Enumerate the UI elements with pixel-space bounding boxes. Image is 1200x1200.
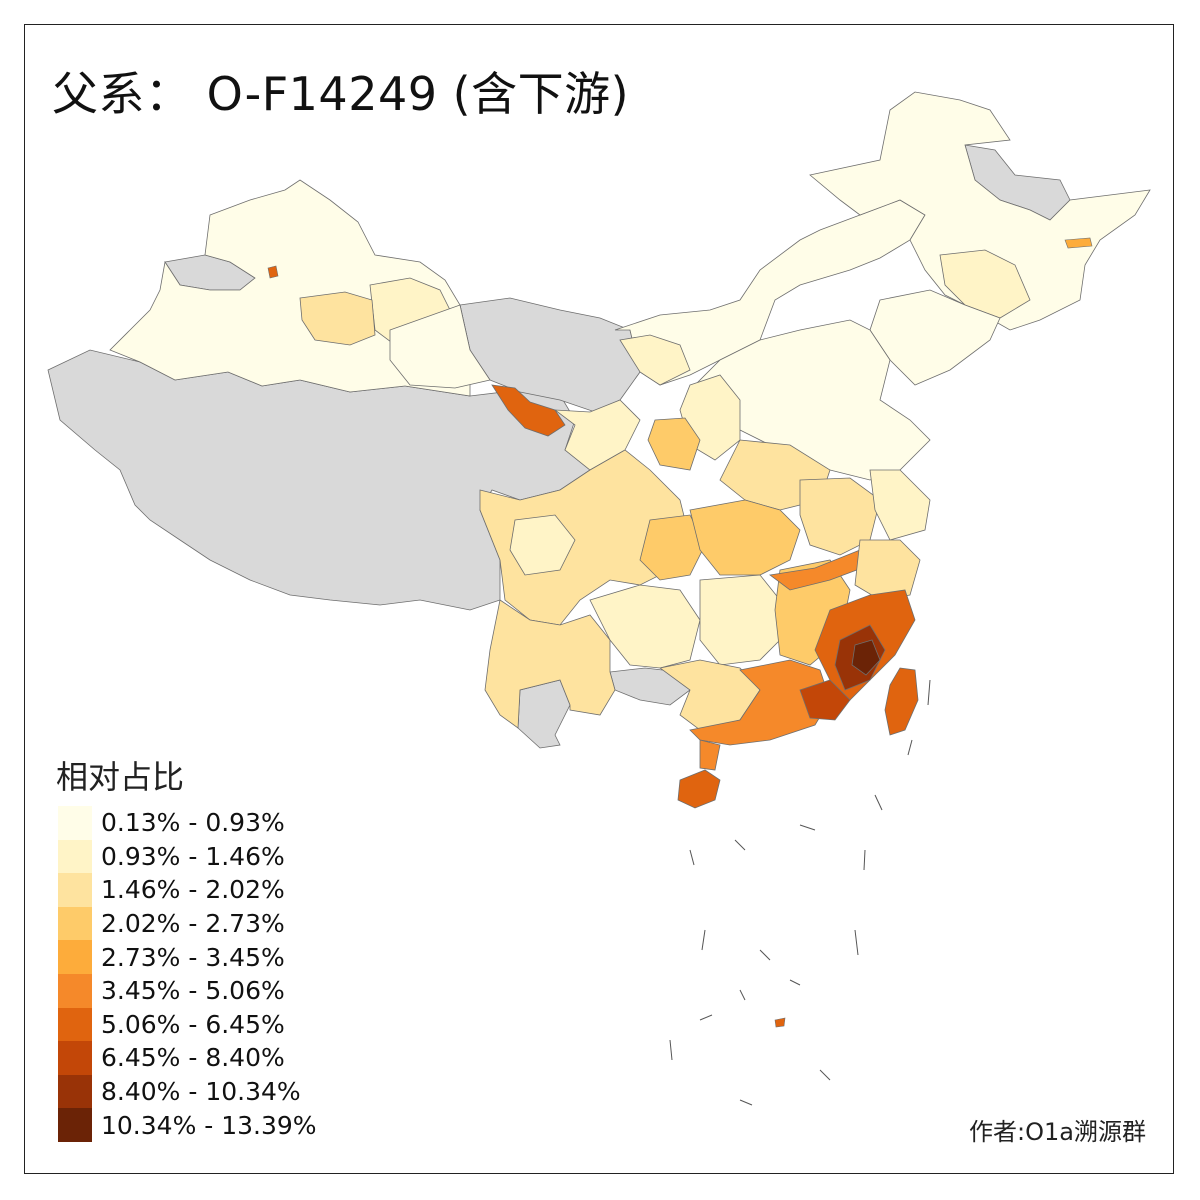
legend-swatch <box>58 873 92 907</box>
region-shaanxi-hot <box>647 417 701 471</box>
region-xinjiang-east <box>299 291 376 346</box>
region-leizhou <box>699 739 721 771</box>
legend-row: 6.45% - 8.40% <box>58 1041 317 1075</box>
region-sichuan-west <box>509 514 576 576</box>
region-hubei <box>689 499 801 576</box>
region-yunnan <box>484 599 616 729</box>
legend-swatch <box>58 806 92 840</box>
legend-row: 2.73% - 3.45% <box>58 940 317 974</box>
legend-row: 5.06% - 6.45% <box>58 1007 317 1042</box>
map-title: 父系： O-F14249 (含下游) <box>52 67 630 121</box>
legend-swatch <box>58 940 92 974</box>
legend-swatch <box>58 839 92 874</box>
region-nodata-yunnan <box>517 679 571 749</box>
legend-label: 8.40% - 10.34% <box>101 1077 301 1107</box>
region-inner-mongolia-mid <box>619 334 691 386</box>
legend-row: 0.13% - 0.93% <box>58 806 317 840</box>
legend-label: 0.93% - 1.46% <box>101 841 285 871</box>
legend-label: 5.06% - 6.45% <box>101 1009 285 1039</box>
region-jiangsu <box>869 469 931 541</box>
legend-row: 10.34% - 13.39% <box>58 1108 317 1142</box>
map-frame <box>24 24 1174 1174</box>
legend-label: 0.13% - 0.93% <box>101 808 285 838</box>
region-anhui <box>799 477 881 556</box>
legend-label: 6.45% - 8.40% <box>101 1043 285 1073</box>
region-xinjiang <box>109 179 471 397</box>
legend-swatch <box>58 906 92 941</box>
legend-label: 2.02% - 2.73% <box>101 909 285 939</box>
legend-label: 2.73% - 3.45% <box>101 942 285 972</box>
legend: 0.13% - 0.93% 0.93% - 1.46% 1.46% - 2.02… <box>58 806 317 1142</box>
region-guizhou <box>589 584 701 669</box>
legend-label: 1.46% - 2.02% <box>101 875 285 905</box>
region-nodata-guangxi <box>609 667 691 706</box>
region-xinjiang-small <box>267 265 279 279</box>
region-chongqing <box>639 514 706 581</box>
region-fujian-peak <box>851 639 881 676</box>
region-sichuan <box>479 449 691 626</box>
legend-swatch <box>58 973 92 1008</box>
region-nanhai-island <box>774 1017 786 1028</box>
legend-swatch <box>58 1108 92 1142</box>
region-guangdong-east <box>799 679 851 721</box>
legend-row: 8.40% - 10.34% <box>58 1074 317 1109</box>
south-china-sea-islands <box>669 679 931 1106</box>
author-credit: 作者:O1a溯源群 <box>969 1118 1146 1146</box>
legend-swatch <box>58 1007 92 1042</box>
legend-label: 3.45% - 5.06% <box>101 976 285 1006</box>
legend-row: 3.45% - 5.06% <box>58 973 317 1008</box>
region-inner-mongolia <box>614 199 926 386</box>
region-qinghai-hot <box>491 384 566 437</box>
region-zhejiang <box>854 539 921 601</box>
region-hainan <box>677 769 721 809</box>
legend-row: 1.46% - 2.02% <box>58 873 317 907</box>
region-hunan <box>699 574 781 666</box>
legend-title: 相对占比 <box>56 758 185 796</box>
legend-swatch <box>58 1074 92 1109</box>
region-heilongjiang-north <box>809 91 1151 331</box>
region-northeast-spot <box>1064 237 1093 249</box>
legend-label: 10.34% - 13.39% <box>101 1110 317 1140</box>
legend-row: 2.02% - 2.73% <box>58 906 317 941</box>
region-guangdong <box>689 659 831 746</box>
legend-row: 0.93% - 1.46% <box>58 839 317 874</box>
region-northeast-mid <box>939 249 1031 319</box>
legend-swatch <box>58 1041 92 1075</box>
region-taiwan <box>884 667 919 736</box>
region-gansu-west <box>389 304 491 389</box>
